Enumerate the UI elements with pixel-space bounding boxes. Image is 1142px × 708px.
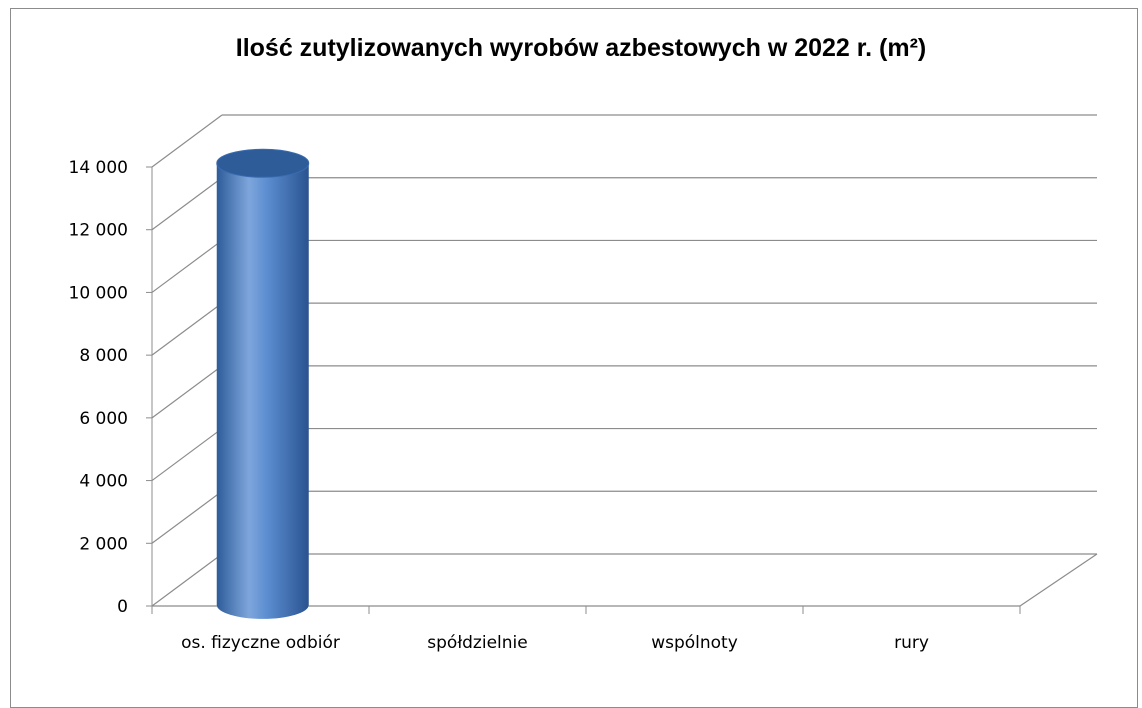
y-tick-label: 4 000 <box>79 472 128 492</box>
gridline-diagonal <box>151 428 223 482</box>
chart-title: Ilość zutylizowanych wyrobów azbestowych… <box>235 34 927 62</box>
floor-edge <box>1019 553 1098 607</box>
x-tick-label: wspólnoty <box>651 633 738 653</box>
y-tick-label: 6 000 <box>79 409 128 429</box>
bar-body <box>216 163 309 619</box>
y-tick-label: 8 000 <box>79 346 128 366</box>
plot-area: 0 2 000 4 000 6 000 8 000 10 000 12 000 14 000 o… <box>69 114 1098 653</box>
y-tick-label: 2 000 <box>79 534 128 554</box>
gridline-diagonal <box>151 239 223 293</box>
x-tick-label: spółdzielnie <box>427 633 527 653</box>
chart-frame: Ilość zutylizowanych wyrobów azbestowych… <box>10 8 1138 708</box>
y-tick-label: 0 <box>117 597 128 617</box>
gridline-diagonal <box>151 114 223 168</box>
x-tick-label: rury <box>894 633 929 653</box>
bar-top <box>216 148 310 178</box>
y-tick-label: 12 000 <box>69 221 128 241</box>
y-tick-label: 14 000 <box>69 158 128 178</box>
y-tick-label: 10 000 <box>69 283 128 303</box>
bar <box>216 148 310 619</box>
gridline-diagonal <box>151 302 223 356</box>
gridline-diagonal <box>151 177 223 231</box>
x-tick-label: os. fizyczne odbiór <box>181 633 340 653</box>
gridline-diagonal <box>151 365 223 419</box>
gridline-diagonal <box>151 490 223 544</box>
gridline-diagonal <box>151 553 223 607</box>
